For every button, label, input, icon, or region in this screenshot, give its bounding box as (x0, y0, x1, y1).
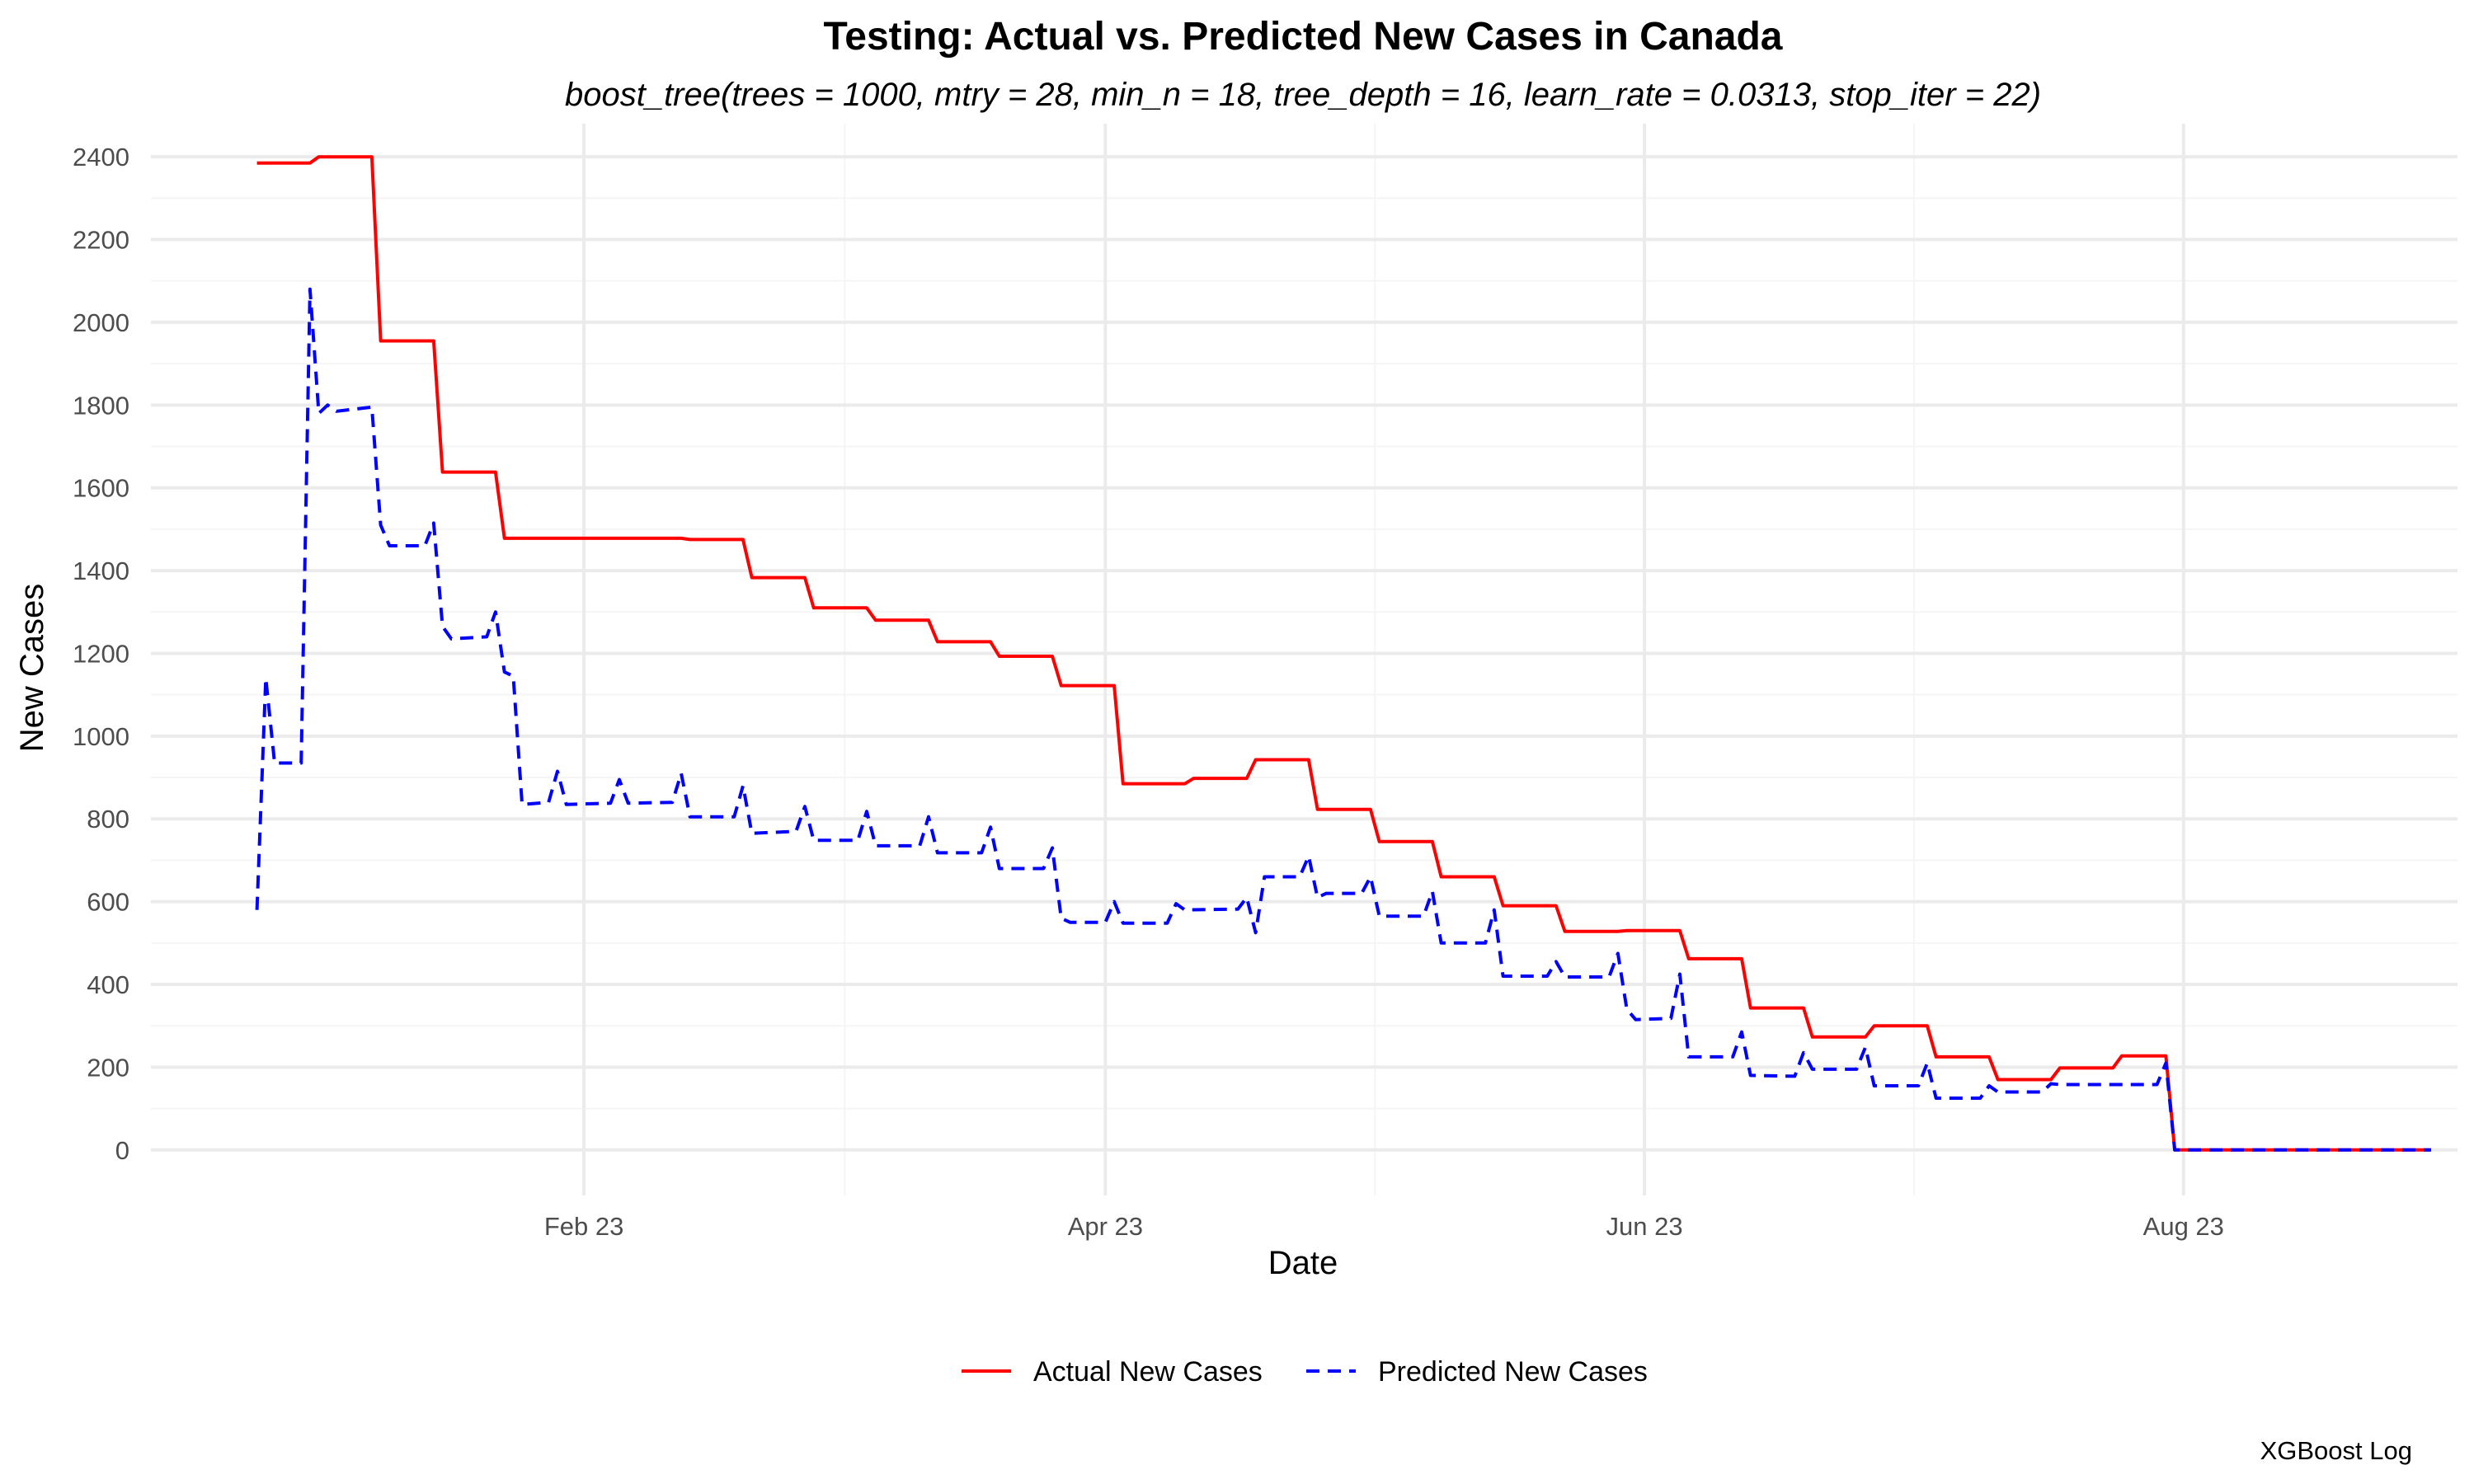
y-tick-label: 0 (115, 1136, 129, 1165)
x-tick-label: Feb 23 (544, 1212, 624, 1241)
y-tick-label: 1200 (73, 639, 129, 668)
x-tick-label: Aug 23 (2143, 1212, 2224, 1241)
y-tick-label: 2000 (73, 308, 129, 337)
series-line-predicted (255, 287, 2431, 1152)
y-tick-label: 400 (87, 970, 129, 999)
y-axis-title: New Cases (14, 584, 50, 753)
legend-label-actual: Actual New Cases (1033, 1356, 1263, 1388)
x-tick-label: Apr 23 (1068, 1212, 1143, 1241)
grid (151, 124, 2458, 1195)
chart-title: Testing: Actual vs. Predicted New Cases … (823, 15, 1782, 59)
y-tick-label: 1800 (73, 391, 129, 420)
x-axis-title: Date (1268, 1245, 1338, 1281)
chart-subtitle: boost_tree(trees = 1000, mtry = 28, min_… (565, 77, 2041, 113)
y-tick-label: 2200 (73, 226, 129, 255)
legend-label-predicted: Predicted New Cases (1378, 1356, 1648, 1388)
x-tick-label: Jun 23 (1606, 1212, 1683, 1241)
y-axis-ticks: 0 200 400 600 800 1000 1200 1400 1600 1800 2000 220… (73, 143, 129, 1165)
caption: XGBoost Log (2260, 1436, 2412, 1465)
y-tick-label: 800 (87, 805, 129, 834)
series-group (255, 155, 2431, 1152)
y-tick-label: 200 (87, 1053, 129, 1082)
y-tick-label: 1400 (73, 556, 129, 585)
y-tick-label: 600 (87, 888, 129, 917)
x-axis-ticks: Feb 23 Apr 23 Jun 23 Aug 23 (544, 1212, 2224, 1241)
y-tick-label: 2400 (73, 143, 129, 171)
series-line-actual (256, 155, 2431, 1152)
y-tick-label: 1000 (73, 722, 129, 751)
y-tick-label: 1600 (73, 474, 129, 503)
legend: Actual New Cases Predicted New Cases (962, 1356, 1648, 1388)
